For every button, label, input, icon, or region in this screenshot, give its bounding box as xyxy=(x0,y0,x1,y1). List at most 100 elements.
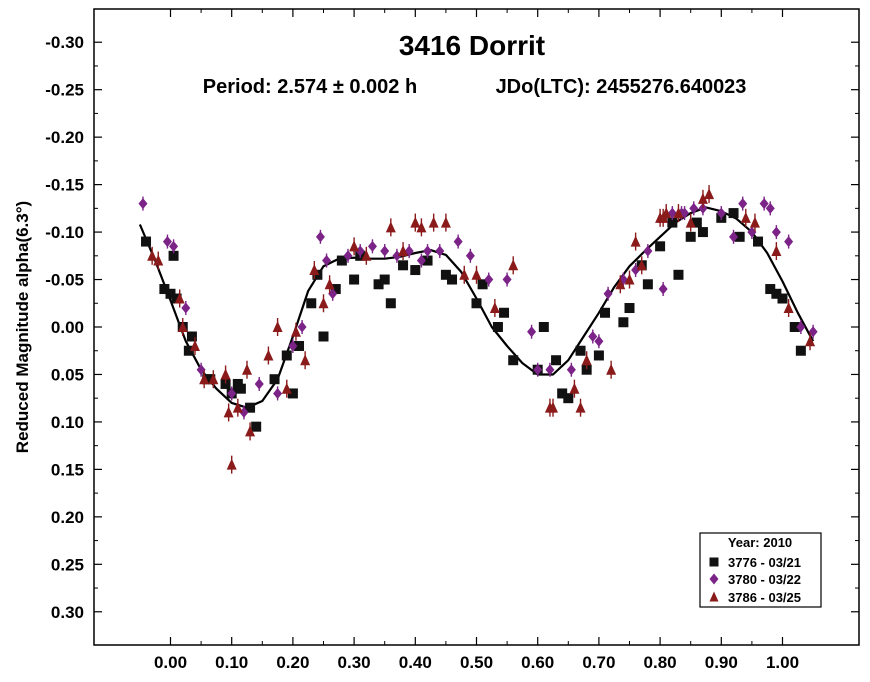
data-point xyxy=(410,265,421,276)
data-point xyxy=(141,236,152,247)
data-point xyxy=(254,378,264,390)
data-point xyxy=(263,349,274,361)
data-point xyxy=(220,378,231,389)
data-point xyxy=(300,354,311,366)
data-point xyxy=(273,387,283,399)
data-point xyxy=(416,221,427,233)
data-point xyxy=(499,307,510,318)
x-tick-label: 0.30 xyxy=(338,653,371,672)
data-point xyxy=(235,383,246,394)
data-point xyxy=(789,322,800,332)
data-point xyxy=(251,421,262,432)
data-point xyxy=(489,302,500,314)
data-point xyxy=(322,255,332,267)
data-point xyxy=(581,364,592,375)
legend: Year: 2010 3776 - 03/21 3780 - 03/22 378… xyxy=(699,532,822,608)
x-tick-label: 0.80 xyxy=(644,653,677,672)
data-point xyxy=(484,274,494,286)
x-tick-label: 0.00 xyxy=(154,653,187,672)
data-point xyxy=(147,249,158,261)
data-point xyxy=(600,307,611,318)
legend-entry-label: 3776 - 03/21 xyxy=(728,555,801,570)
data-point xyxy=(380,245,390,257)
data-point xyxy=(373,279,384,290)
data-point xyxy=(199,373,210,385)
data-point xyxy=(642,279,653,290)
data-point xyxy=(227,387,237,399)
legend-title: Year: 2010 xyxy=(728,535,792,550)
data-point xyxy=(673,207,684,219)
data-point xyxy=(569,382,580,394)
chart-title: 3416 Dorrit xyxy=(399,30,545,61)
data-point xyxy=(588,330,598,342)
data-point xyxy=(410,216,421,228)
data-point xyxy=(508,355,519,366)
data-point xyxy=(631,264,641,276)
data-point xyxy=(245,402,256,413)
data-point xyxy=(704,188,715,200)
data-point xyxy=(729,231,739,243)
data-point xyxy=(162,236,172,248)
y-tick-label: -0.05 xyxy=(45,271,84,290)
data-point xyxy=(765,202,775,214)
data-point xyxy=(508,259,519,271)
data-point xyxy=(563,393,574,404)
data-point xyxy=(287,388,298,399)
data-point xyxy=(288,340,298,352)
data-point xyxy=(593,350,604,361)
data-point xyxy=(618,317,629,328)
data-point xyxy=(697,227,708,238)
data-point xyxy=(566,364,576,376)
data-point xyxy=(226,458,237,470)
data-point xyxy=(174,292,185,304)
x-tick-label: 1.00 xyxy=(766,653,799,672)
data-point xyxy=(177,321,188,332)
data-point xyxy=(297,321,307,333)
y-tick-label: -0.20 xyxy=(45,128,84,147)
data-point xyxy=(367,240,377,252)
data-point xyxy=(349,240,360,252)
x-tick-label: 0.70 xyxy=(582,653,615,672)
data-point xyxy=(759,198,769,210)
y-tick-label: -0.25 xyxy=(45,81,84,100)
y-tick-label: 0.15 xyxy=(51,460,84,479)
x-tick-label: 0.50 xyxy=(460,653,493,672)
data-point xyxy=(330,284,341,295)
legend-marker xyxy=(709,557,719,567)
data-point xyxy=(324,278,335,290)
data-point xyxy=(689,202,699,214)
data-point xyxy=(624,303,635,314)
data-point xyxy=(232,401,243,413)
data-point xyxy=(361,249,372,261)
data-point xyxy=(336,255,347,266)
data-point xyxy=(698,202,708,214)
data-point xyxy=(771,288,782,299)
data-point xyxy=(615,278,626,290)
data-point xyxy=(796,321,806,333)
data-point xyxy=(165,288,176,299)
data-point xyxy=(453,236,463,248)
data-point xyxy=(538,322,549,332)
data-point xyxy=(315,231,325,243)
data-point xyxy=(805,335,816,347)
data-point xyxy=(416,255,426,267)
data-point xyxy=(181,302,191,314)
data-point xyxy=(667,217,678,228)
y-axis-label: Reduced Magnitude alpha(6.3°) xyxy=(13,201,32,453)
data-point xyxy=(808,326,818,338)
data-point xyxy=(306,298,317,309)
data-point xyxy=(771,245,782,257)
y-tick-label: 0.25 xyxy=(51,555,84,574)
chart-subtitle-epoch: JDo(LTC): 2455276.640023 xyxy=(496,76,747,98)
data-point xyxy=(385,221,396,233)
data-point xyxy=(783,302,794,314)
data-point xyxy=(269,374,280,385)
data-point xyxy=(691,217,702,228)
legend-marker xyxy=(709,591,719,602)
y-tick-label: 0.00 xyxy=(51,318,84,337)
data-point xyxy=(169,240,179,252)
x-tick-label: 0.20 xyxy=(276,653,309,672)
data-point xyxy=(208,373,219,385)
data-point xyxy=(309,264,320,276)
y-tick-label: -0.30 xyxy=(45,33,84,52)
